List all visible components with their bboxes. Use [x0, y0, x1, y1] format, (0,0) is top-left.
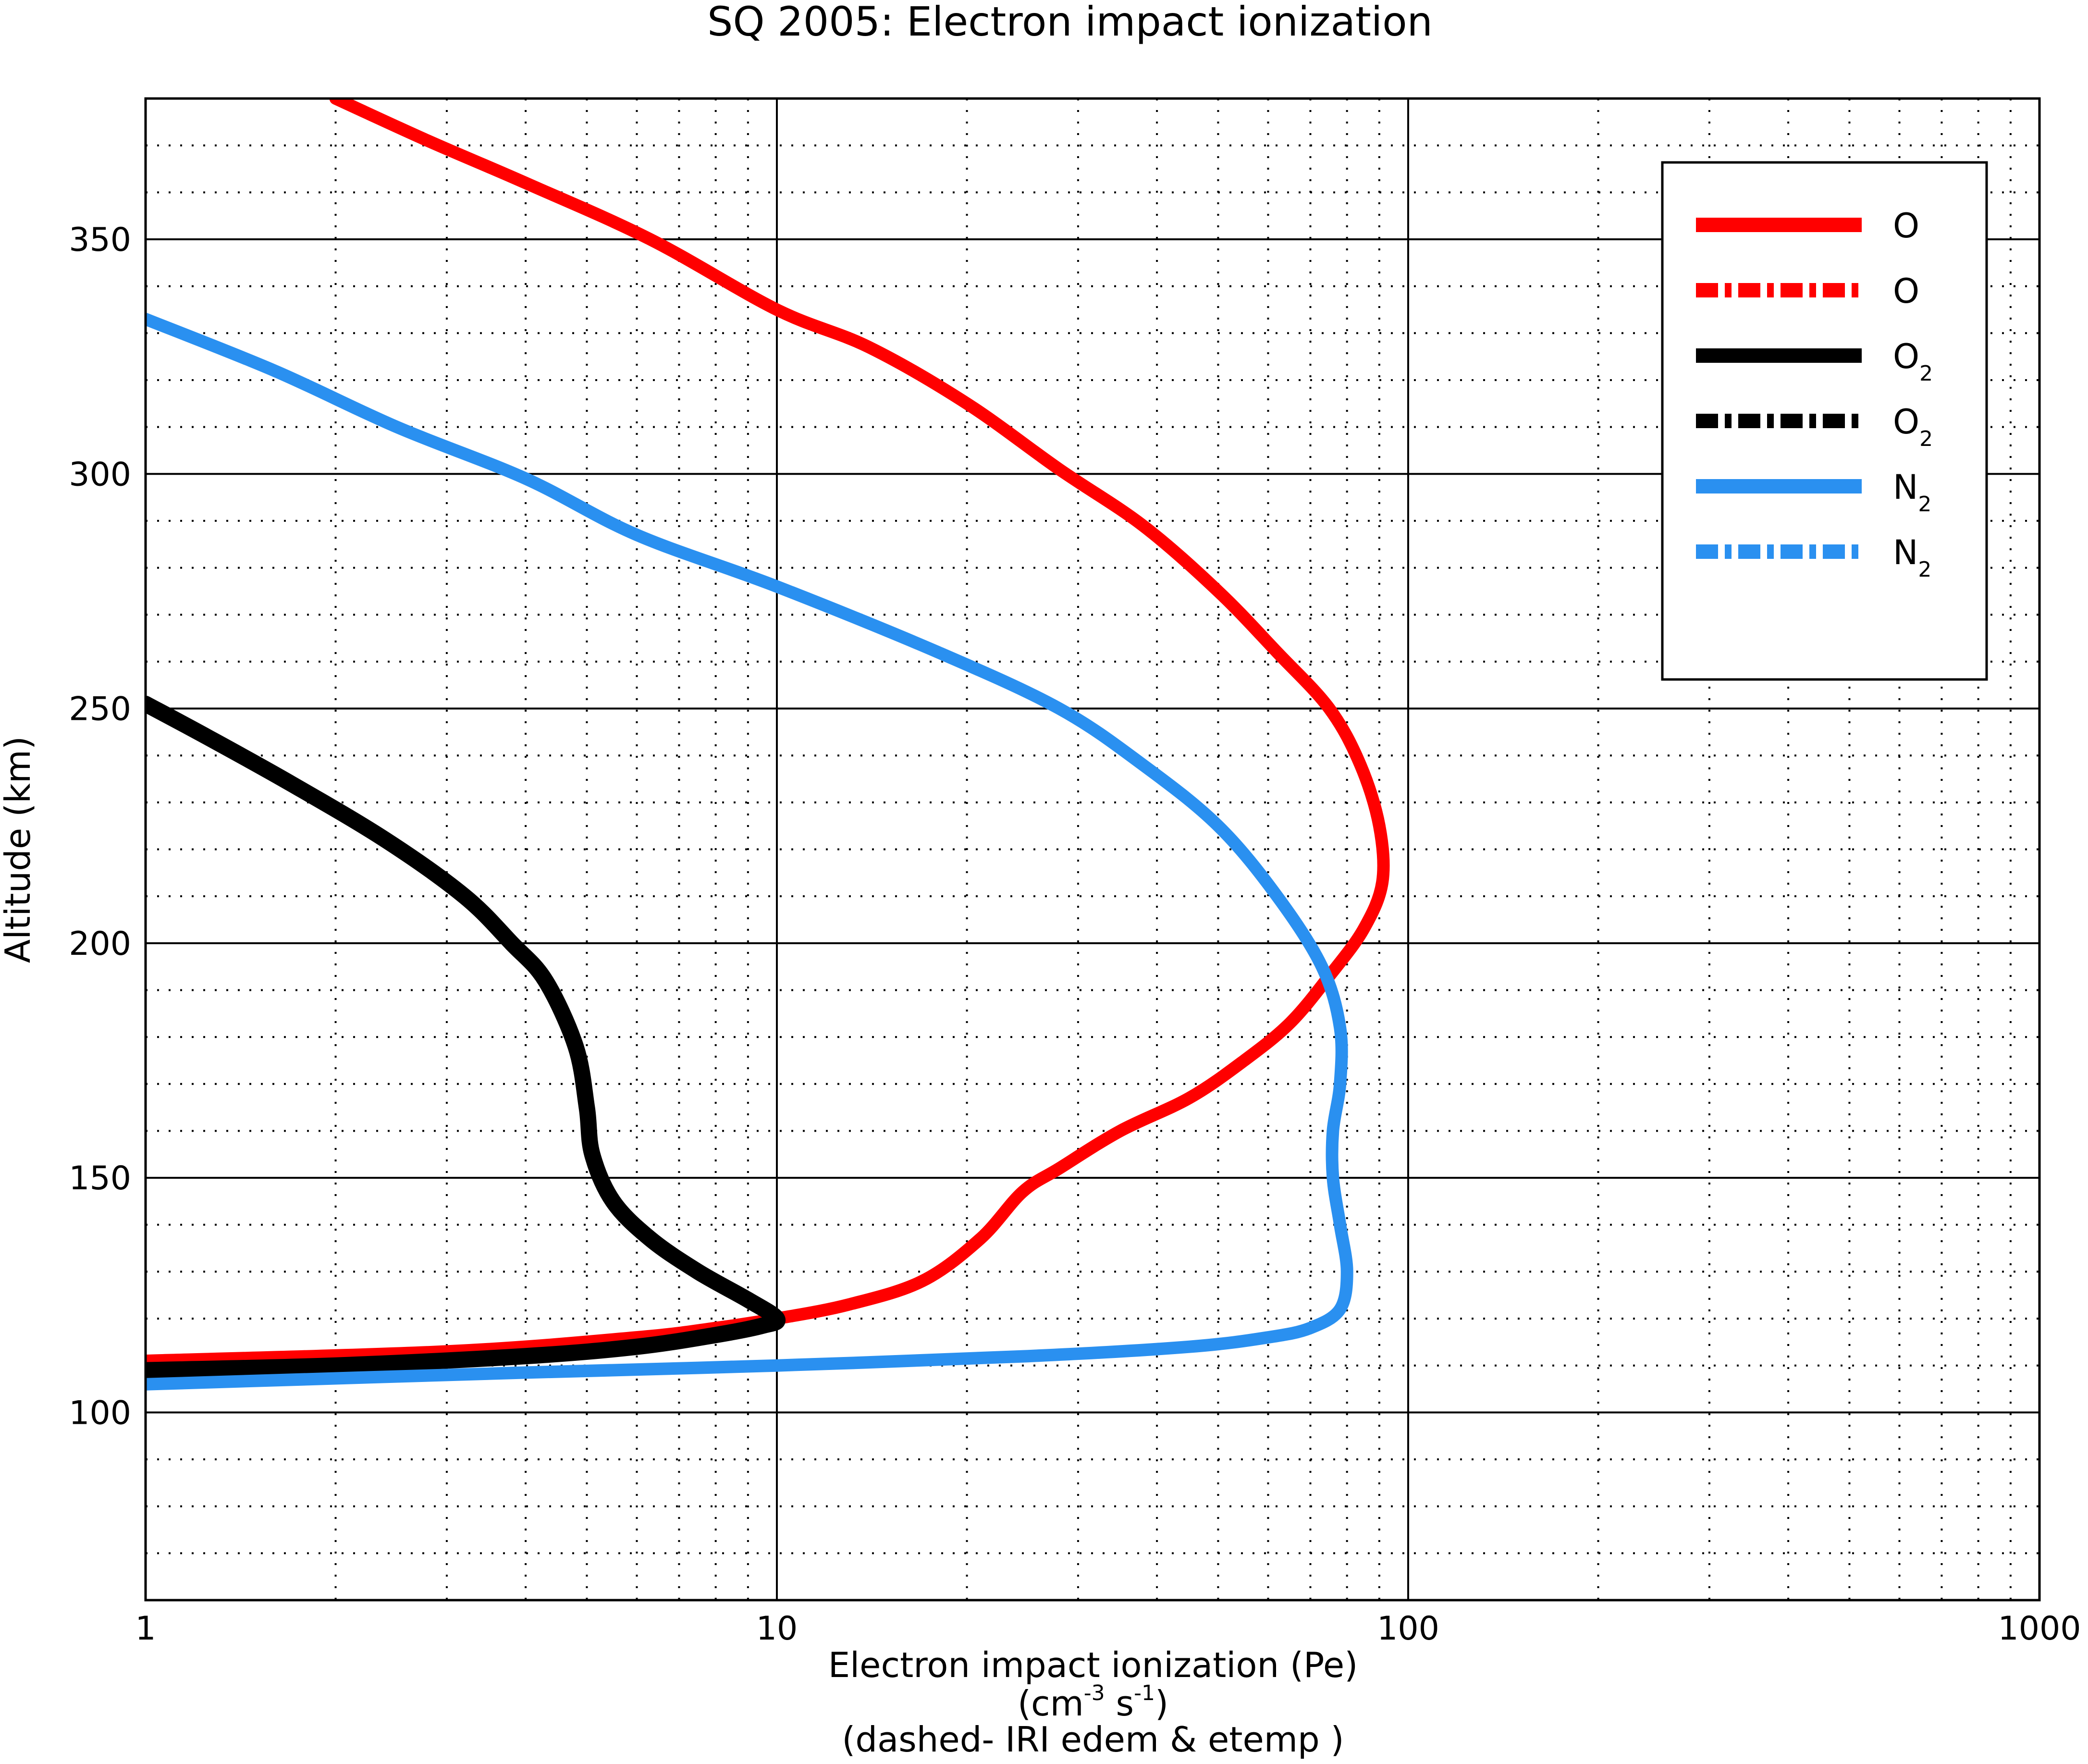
x-axis-label-line2: (cm-3 s-1)	[1018, 1681, 1168, 1724]
x-axis-unit-exp1: -3	[1084, 1681, 1105, 1705]
chart-title: SQ 2005: Electron impact ionization	[707, 0, 1433, 45]
legend-label: O2	[1893, 337, 1933, 386]
x-tick-label: 1000	[1998, 1610, 2081, 1648]
legend-label-subscript: 2	[1919, 427, 1933, 451]
legend-label-species: O	[1893, 271, 1919, 311]
x-tick-label: 100	[1377, 1610, 1439, 1648]
legend-label: O	[1893, 206, 1919, 246]
legend-label-species: N	[1893, 468, 1918, 507]
y-axis-label: Altitude (km)	[0, 736, 38, 963]
series-line-o2-solid	[146, 695, 786, 1379]
y-axis-ticks: 100 150 200 250 300 350	[69, 221, 131, 1432]
series-layer	[146, 99, 1390, 1391]
legend-label-species: O	[1893, 402, 1919, 442]
x-tick-label: 1	[135, 1610, 156, 1648]
legend-label-subscript: 2	[1918, 557, 1931, 582]
x-axis-unit-mid: s	[1105, 1683, 1134, 1724]
series-line-n2-solid	[146, 313, 1353, 1391]
minor-grid	[146, 99, 2039, 1600]
legend-label-species: O	[1893, 337, 1919, 376]
legend-label: N2	[1893, 533, 1931, 582]
legend-label-species: O	[1893, 206, 1919, 246]
legend-label: O	[1893, 271, 1919, 311]
x-axis-unit-prefix: (cm	[1018, 1683, 1084, 1724]
y-tick-label: 150	[69, 1160, 131, 1197]
x-axis-unit-suffix: )	[1155, 1683, 1168, 1724]
x-axis-label: Electron impact ionization (Pe) (cm-3 s-…	[828, 1645, 1358, 1760]
legend-label: O2	[1893, 402, 1933, 451]
y-tick-label: 100	[69, 1394, 131, 1432]
legend-label: N2	[1893, 468, 1931, 517]
legend-label-subscript: 2	[1918, 492, 1931, 517]
legend-label-subscript: 2	[1919, 361, 1933, 386]
y-tick-label: 350	[69, 221, 131, 259]
x-axis-label-line1: Electron impact ionization (Pe)	[828, 1645, 1358, 1685]
y-tick-label: 300	[69, 456, 131, 493]
x-axis-label-line3: (dashed- IRI edem & etemp )	[842, 1719, 1344, 1760]
x-axis-unit-exp2: -1	[1134, 1681, 1155, 1705]
x-tick-label: 10	[756, 1610, 798, 1648]
y-tick-label: 250	[69, 691, 131, 728]
y-tick-label: 200	[69, 925, 131, 963]
plot-area-frame	[144, 97, 2041, 1602]
legend-label-species: N	[1893, 533, 1918, 572]
x-axis-ticks: 1 10 100 1000	[135, 1610, 2081, 1648]
